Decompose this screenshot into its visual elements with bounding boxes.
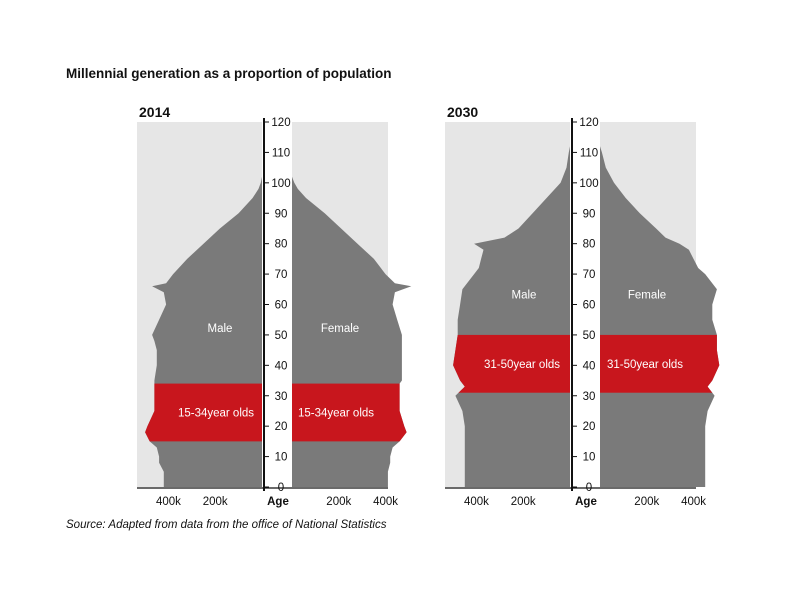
age-tick-label: 90 xyxy=(275,208,288,220)
age-tick-label: 120 xyxy=(579,117,598,129)
age-tick-label: 20 xyxy=(275,421,288,433)
age-tick-label: 110 xyxy=(580,147,598,159)
age-tick-label: 40 xyxy=(583,360,596,372)
age-tick-label: 110 xyxy=(272,147,290,159)
age-tick-label: 80 xyxy=(583,239,596,251)
age-axis-label: Age xyxy=(267,496,289,508)
male-label: Male xyxy=(512,289,537,301)
age-tick-label: 30 xyxy=(583,391,596,403)
age-tick-label: 80 xyxy=(275,239,288,251)
female-x-tick-label: 200k xyxy=(634,496,659,508)
age-tick-label: 70 xyxy=(583,269,596,281)
male-x-tick-label: 200k xyxy=(203,496,228,508)
female-label: Female xyxy=(321,323,359,335)
female-label: Female xyxy=(628,289,666,301)
male-label: Male xyxy=(208,323,233,335)
female-x-tick-label: 400k xyxy=(681,496,706,508)
age-tick-label: 90 xyxy=(583,208,596,220)
source-note: Source: Adapted from data from the offic… xyxy=(66,519,387,531)
page-title: Millennial generation as a proportion of… xyxy=(66,66,392,81)
female-x-tick-label: 400k xyxy=(373,496,398,508)
panel-title-year: 2014 xyxy=(139,104,170,120)
male-band-label: 15-34year olds xyxy=(178,407,254,419)
female-population-area xyxy=(600,146,720,488)
age-tick-label: 50 xyxy=(275,330,288,342)
male-x-tick-label: 400k xyxy=(464,496,489,508)
male-millennial-band xyxy=(453,334,570,393)
age-tick-label: 100 xyxy=(579,178,598,190)
age-tick-label: 10 xyxy=(583,452,596,464)
female-band-label: 31-50year olds xyxy=(607,359,683,371)
male-millennial-band xyxy=(145,383,262,442)
age-tick-label: 70 xyxy=(275,269,288,281)
male-population-area xyxy=(453,146,570,488)
age-tick-label: 30 xyxy=(275,391,288,403)
age-tick-label: 60 xyxy=(583,300,596,312)
age-axis-label: Age xyxy=(575,496,597,508)
age-tick-label: 40 xyxy=(275,360,288,372)
female-band-label: 15-34year olds xyxy=(298,407,374,419)
female-millennial-band xyxy=(600,334,720,393)
age-tick-label: 10 xyxy=(275,452,288,464)
male-x-tick-label: 200k xyxy=(511,496,536,508)
age-tick-label: 20 xyxy=(583,421,596,433)
female-x-tick-label: 200k xyxy=(326,496,351,508)
age-tick-label: 100 xyxy=(271,178,290,190)
female-millennial-band xyxy=(292,383,412,442)
age-tick-label: 60 xyxy=(275,300,288,312)
male-band-label: 31-50year olds xyxy=(484,359,560,371)
age-tick-label: 120 xyxy=(271,117,290,129)
panel-title-year: 2030 xyxy=(447,104,478,120)
male-x-tick-label: 400k xyxy=(156,496,181,508)
age-tick-label: 50 xyxy=(583,330,596,342)
